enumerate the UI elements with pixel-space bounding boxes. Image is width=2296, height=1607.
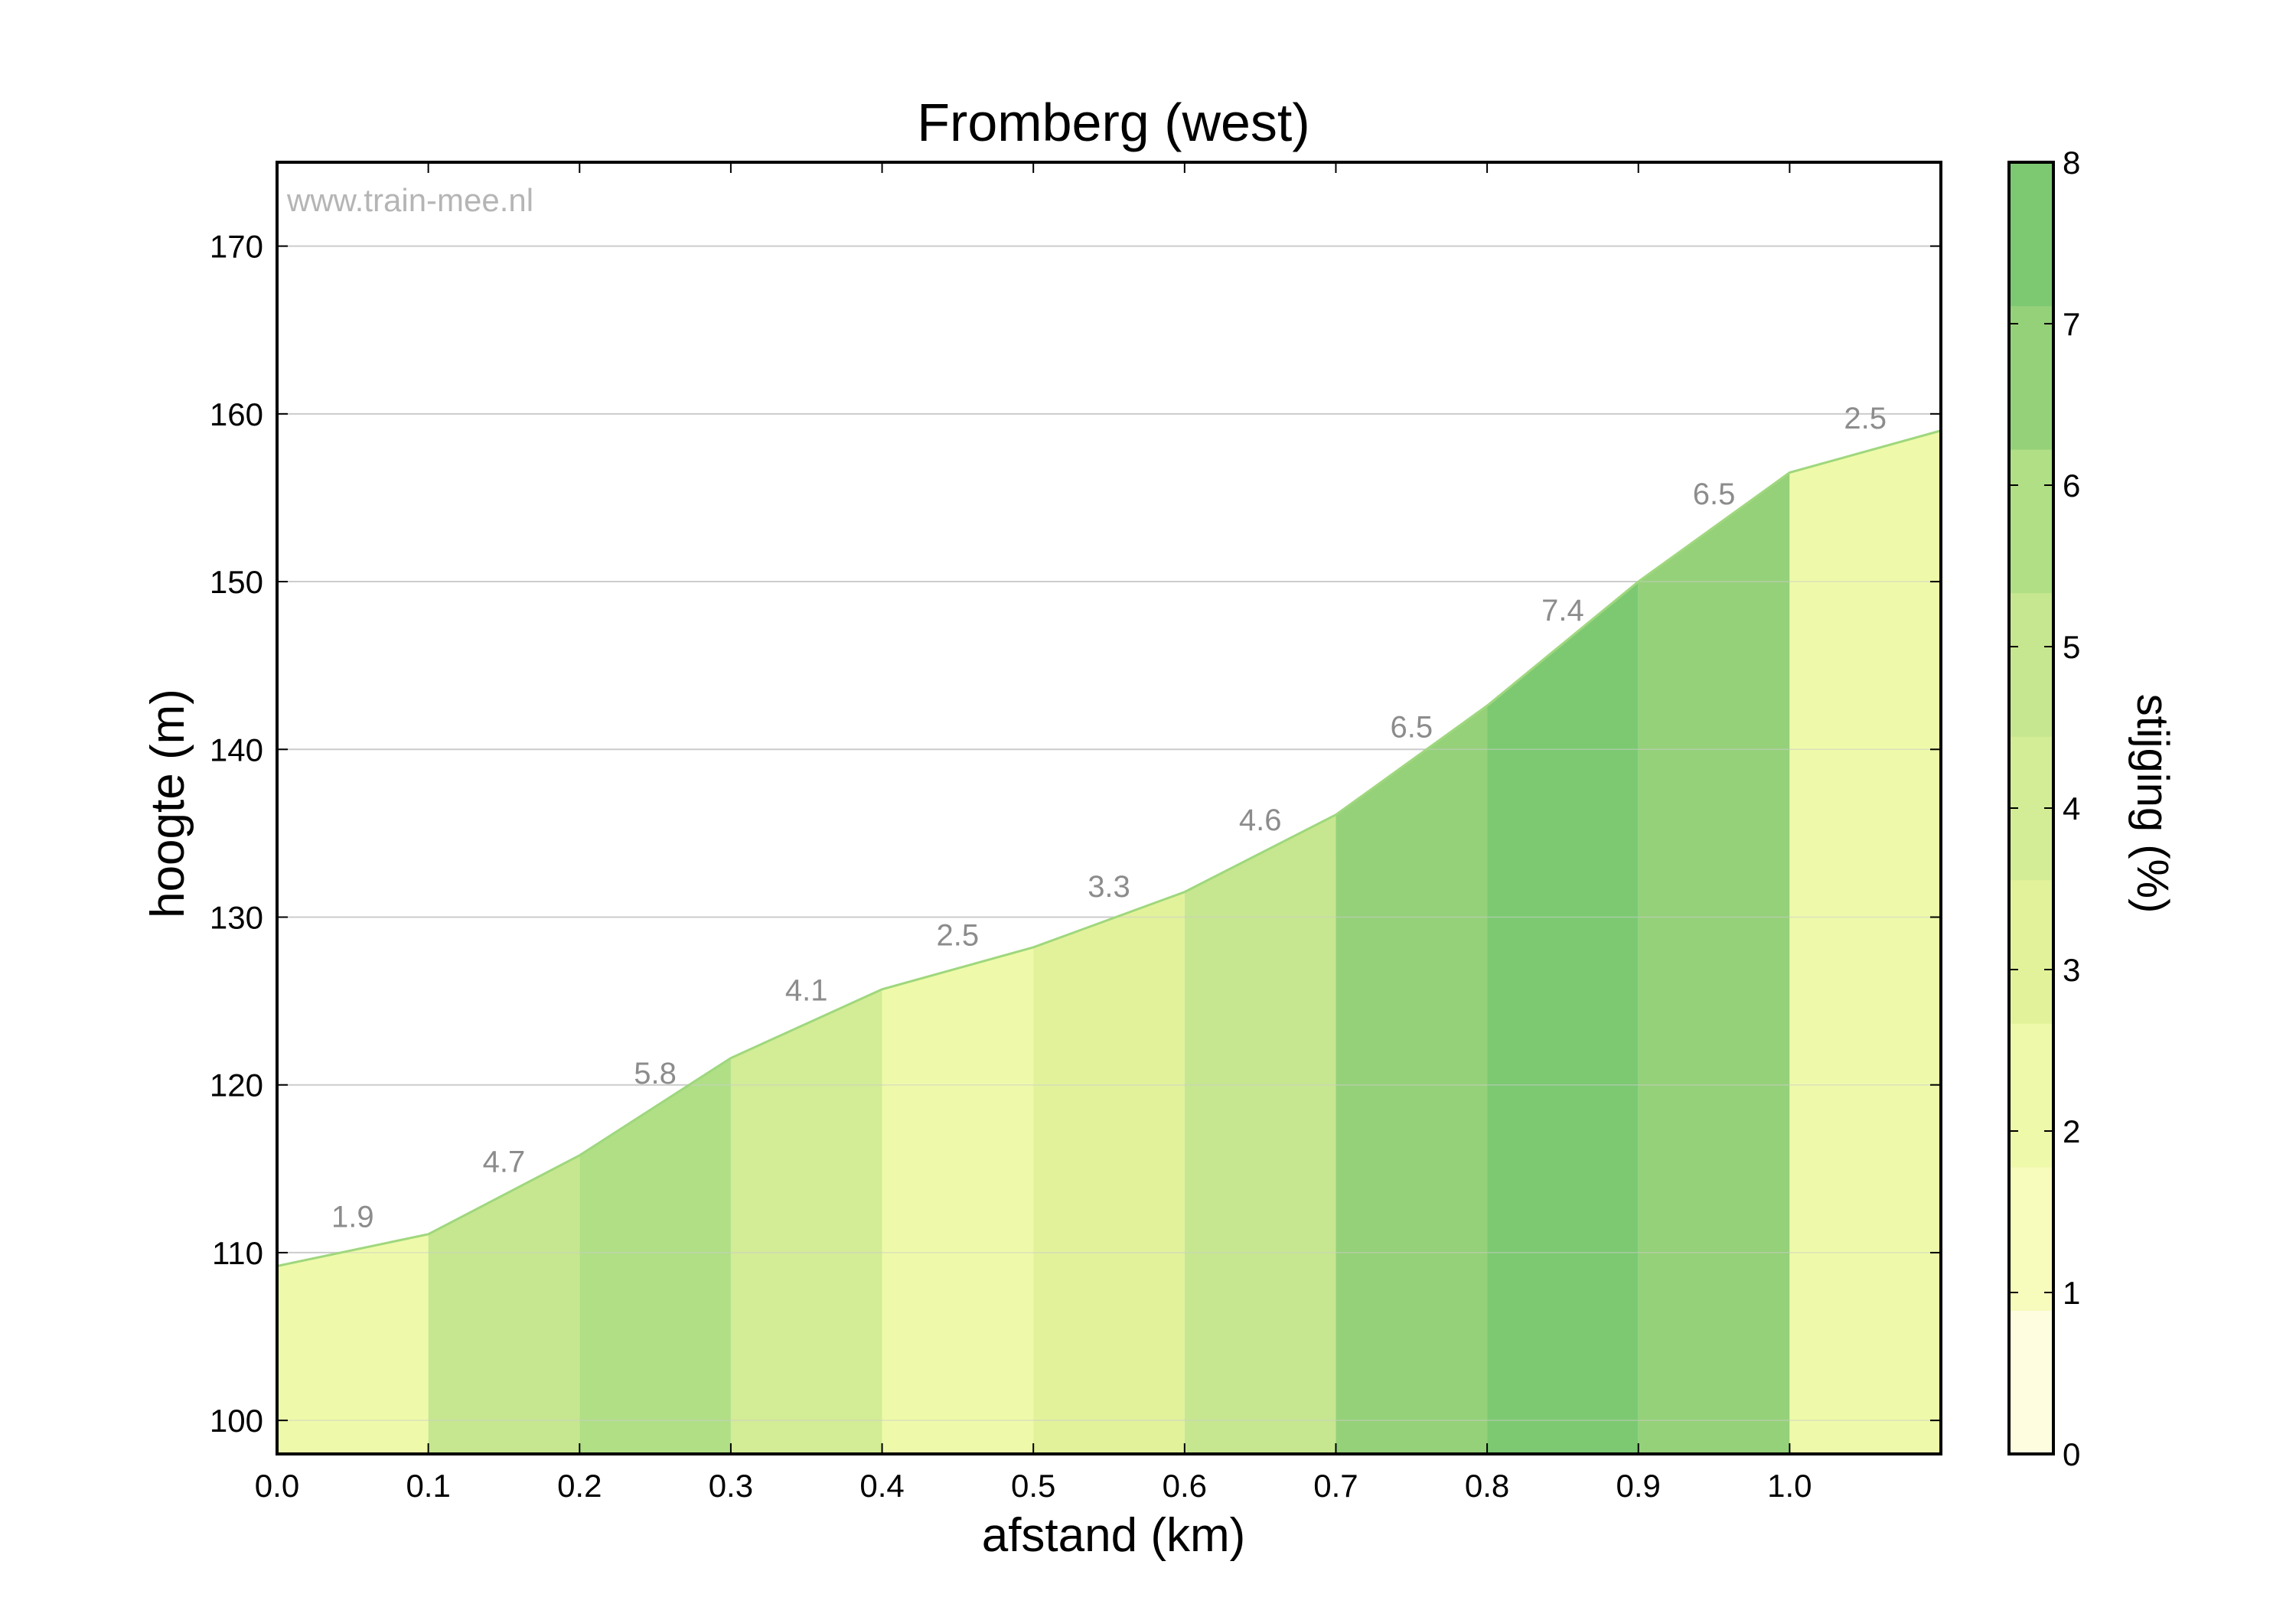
segment-label: 6.5 — [1390, 711, 1433, 745]
colorbar-label: stijging (%) — [2128, 694, 2177, 914]
colorbar: 0 1 2 3 4 5 6 7 8 — [2007, 145, 2080, 1472]
segment-label: 7.4 — [1541, 594, 1584, 627]
elevation-segment — [730, 989, 882, 1454]
colorbar-tick-label: 2 — [2063, 1113, 2080, 1149]
colorbar-tick-label: 8 — [2063, 145, 2080, 181]
x-tick-label: 0.8 — [1465, 1468, 1509, 1504]
segment-label: 6.5 — [1693, 478, 1736, 511]
y-tick-label: 130 — [210, 899, 263, 935]
y-axis-label: hoogte (m) — [142, 689, 194, 918]
x-tick-label: 0.3 — [709, 1468, 753, 1504]
chart-title: Fromberg (west) — [917, 93, 1309, 152]
watermark: www.train-mee.nl — [286, 182, 533, 218]
elevation-segment — [428, 1155, 580, 1454]
y-tick-label: 100 — [210, 1403, 263, 1439]
plot-area: 1.9 4.7 5.8 4.1 2.5 3.3 4.6 6.5 7.4 6.5 2.5 0.0 0.1 0… — [210, 161, 1942, 1504]
segment-label: 1.9 — [331, 1201, 374, 1234]
elevation-segment — [579, 1058, 731, 1454]
x-tick-label: 0.9 — [1616, 1468, 1661, 1504]
elevation-segment — [882, 947, 1034, 1454]
elevation-segment — [277, 1234, 429, 1454]
colorbar-band — [2009, 449, 2053, 594]
x-axis-label: afstand (km) — [982, 1509, 1246, 1562]
colorbar-band — [2009, 162, 2053, 307]
x-tick-label: 0.0 — [255, 1468, 299, 1504]
segment-label: 5.8 — [634, 1057, 677, 1090]
elevation-segment — [1184, 814, 1336, 1454]
y-tick-label: 150 — [210, 564, 263, 600]
segment-label: 4.6 — [1239, 804, 1282, 837]
x-tick-label: 0.1 — [406, 1468, 450, 1504]
y-tick-label: 160 — [210, 396, 263, 432]
segment-label: 4.1 — [785, 974, 828, 1008]
colorbar-tick-label: 5 — [2063, 629, 2080, 665]
elevation-segment — [1336, 706, 1488, 1454]
segment-label: 4.7 — [483, 1145, 526, 1178]
colorbar-tick-label: 7 — [2063, 306, 2080, 342]
x-tick-label: 0.7 — [1313, 1468, 1358, 1504]
colorbar-tick-label: 6 — [2063, 468, 2080, 504]
colorbar-band — [2009, 1023, 2053, 1168]
x-tick-label: 0.5 — [1011, 1468, 1055, 1504]
elevation-segment — [1033, 892, 1185, 1454]
y-tick-label: 170 — [210, 229, 263, 265]
elevation-segment — [1789, 430, 1941, 1455]
x-tick-label: 0.4 — [859, 1468, 904, 1504]
elevation-segment — [1638, 472, 1790, 1454]
colorbar-tick-label: 3 — [2063, 952, 2080, 988]
x-tick-label: 1.0 — [1767, 1468, 1812, 1504]
colorbar-band — [2009, 1166, 2053, 1311]
x-tick-label: 0.2 — [557, 1468, 602, 1504]
y-tick-label: 110 — [212, 1235, 263, 1271]
y-tick-label: 140 — [210, 732, 263, 768]
segment-label: 2.5 — [1844, 402, 1887, 435]
plot-frame — [276, 161, 1942, 1455]
elevation-line — [276, 429, 1942, 1267]
x-tick-label: 0.6 — [1163, 1468, 1207, 1504]
colorbar-band — [2009, 305, 2053, 450]
segment-label: 3.3 — [1088, 870, 1130, 904]
colorbar-tick-label: 1 — [2063, 1275, 2080, 1311]
elevation-segment — [1487, 582, 1639, 1454]
colorbar-tick-label: 0 — [2063, 1436, 2080, 1472]
segment-label: 2.5 — [937, 918, 980, 952]
colorbar-band — [2009, 592, 2053, 737]
colorbar-band — [2009, 1310, 2053, 1455]
y-tick-label: 120 — [210, 1068, 263, 1103]
colorbar-tick-label: 4 — [2063, 790, 2080, 826]
colorbar-band — [2009, 879, 2053, 1024]
